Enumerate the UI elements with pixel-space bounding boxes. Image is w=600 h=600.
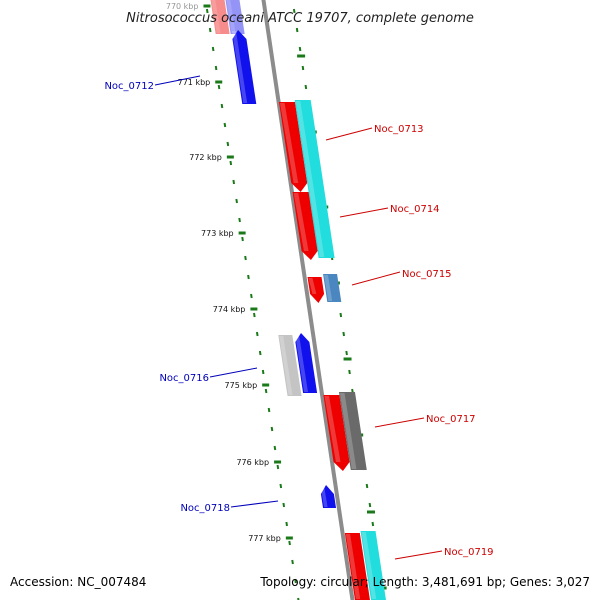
genome-summary-text: Topology: circular; Length: 3,481,691 bp…: [259, 575, 590, 589]
gene-label-noc-0714[interactable]: Noc_0714: [339, 204, 440, 218]
scale-dot: [276, 464, 280, 470]
scale-dot: [298, 46, 302, 52]
noc0715-steel-arrow: [323, 274, 342, 302]
tick-label: 771 kbp: [178, 78, 211, 87]
gene-label-text: Noc_0713: [374, 124, 424, 135]
scale-dot: [365, 483, 369, 489]
noc0718-arrow: [320, 485, 337, 508]
accession-text: Accession: NC_007484: [10, 575, 146, 589]
scale-dot: [304, 84, 308, 90]
tick-label: 777 kbp: [248, 534, 281, 543]
scale-dot: [232, 179, 236, 185]
backbone-layer: [261, 0, 355, 600]
gene-label-text: Noc_0718: [180, 503, 230, 514]
noc0717-arrow: [323, 395, 350, 471]
scale-dot: [295, 27, 299, 33]
gene-label-noc-0718[interactable]: Noc_0718: [180, 500, 279, 514]
scale-dot: [297, 597, 300, 600]
gene-label-noc-0715[interactable]: Noc_0715: [351, 269, 452, 286]
scale-dot: [292, 8, 296, 14]
noc0719-arrow: [344, 533, 370, 600]
scale-dot: [241, 236, 244, 242]
noc0714-arrow: [292, 192, 318, 260]
scale-dot: [288, 540, 291, 546]
scale-dot: [244, 255, 247, 261]
scale-dot: [279, 483, 283, 489]
scale-dot: [267, 407, 271, 413]
scale-dot: [339, 312, 343, 318]
noc0716-gray-arrow: [278, 335, 302, 396]
gene-label-noc-0716[interactable]: Noc_0716: [159, 367, 258, 384]
gene-label-noc-0713[interactable]: Noc_0713: [325, 124, 424, 141]
scale-dot: [348, 369, 351, 375]
label-layer: Noc_0712 Noc_0713 Noc_0714 Noc_0715 Noc_0716…: [104, 75, 494, 560]
gene-label-text: Noc_0715: [402, 269, 452, 280]
scale-dot: [247, 274, 250, 280]
scale-dot: [229, 160, 233, 166]
scale-dot: [261, 369, 265, 375]
tick-label: 776 kbp: [236, 458, 269, 467]
tick-label: 770 kbp: [166, 2, 199, 11]
scale-dot: [205, 8, 209, 14]
scale-dot: [270, 426, 274, 432]
scale-dot: [264, 388, 268, 394]
noc0716-arrow: [295, 333, 318, 393]
gene-label-noc-0719[interactable]: Noc_0719: [394, 547, 494, 560]
scale-dot: [258, 350, 262, 356]
scale-dot: [273, 445, 277, 451]
scale-dot: [235, 198, 238, 204]
noc0711b-arrow: [225, 0, 245, 34]
feature-layer: [210, 0, 386, 600]
scale-dot: [217, 84, 221, 90]
scale-dot: [255, 331, 259, 337]
gene-label-text: Noc_0717: [426, 414, 476, 425]
gene-label-text: Noc_0716: [159, 373, 209, 384]
scale-dot: [238, 217, 241, 223]
scale-dot: [226, 141, 230, 147]
noc0719-cyan-arrow: [360, 531, 386, 600]
scale-dot: [223, 122, 227, 128]
scale-dot: [250, 293, 253, 299]
noc0711-arrow: [210, 0, 230, 34]
map-title: Nitrosococcus oceani ATCC 19707, complet…: [126, 11, 474, 26]
noc0715-arrow: [307, 277, 325, 303]
noc0717-gray-arrow: [338, 392, 367, 470]
scale-dot: [291, 559, 294, 565]
scale-dot: [253, 312, 256, 318]
tick-label: 775 kbp: [225, 381, 258, 390]
tick-label: 774 kbp: [213, 305, 246, 314]
gene-label-text: Noc_0719: [444, 547, 494, 558]
scale-dot: [368, 502, 372, 508]
noc0712-arrow: [232, 30, 257, 104]
genome-backbone: [261, 0, 355, 600]
scale-dot: [214, 65, 218, 71]
tick-label: 773 kbp: [201, 229, 234, 238]
gene-label-text: Noc_0712: [104, 81, 154, 92]
scale-dot: [211, 46, 215, 52]
scale-dot: [282, 502, 286, 508]
scale-dot: [220, 103, 224, 109]
gene-label-text: Noc_0714: [390, 204, 440, 215]
gene-label-noc-0712[interactable]: Noc_0712: [104, 75, 201, 92]
tick-label: 772 kbp: [189, 153, 222, 162]
noc0713-arrow: [278, 102, 308, 192]
scale-dot: [371, 521, 375, 527]
scale-dot: [208, 27, 212, 33]
gene-label-noc-0717[interactable]: Noc_0717: [374, 414, 476, 428]
scale-dot: [342, 331, 346, 337]
scale-dot: [285, 521, 288, 527]
scale-dot: [301, 65, 305, 71]
scale-dot: [345, 350, 348, 356]
noc0713-cyan-arrow: [294, 100, 335, 258]
scale-dot: [294, 578, 297, 584]
